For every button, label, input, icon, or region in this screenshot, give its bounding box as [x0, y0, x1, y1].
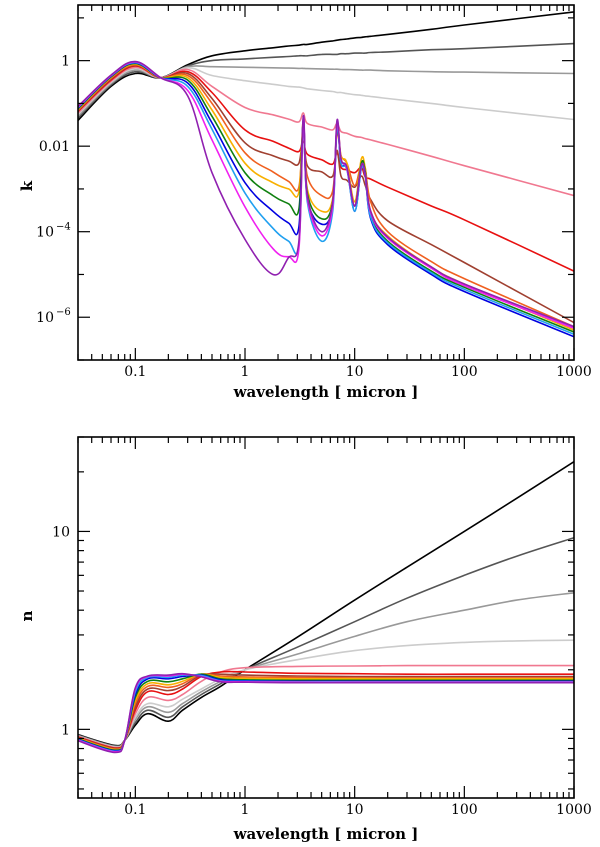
y-tick-label: 1 — [61, 54, 70, 70]
x-tick-label: 1 — [241, 364, 250, 380]
series-group — [78, 461, 574, 754]
series-line-8 — [78, 63, 574, 331]
series-line-3 — [78, 639, 574, 748]
x-tick-label: 1000 — [556, 802, 592, 818]
plot-frame — [77, 4, 575, 361]
y-tick-exponent: −4 — [56, 222, 71, 233]
x-axis-label: wavelength [ micron ] — [233, 383, 419, 401]
n-panel: n wavelength [ micron ] 0.1 1 10 100 1000 1 10 — [18, 436, 592, 843]
k-panel: k wavelength [ micron ] 0.1 1 10 100 1000 1 0.… — [18, 4, 592, 401]
series-line-6 — [78, 64, 574, 324]
y-axis-label: n — [18, 610, 36, 621]
series-line-7 — [78, 63, 574, 328]
y-tick-exponent: −6 — [56, 307, 71, 318]
series-line-11 — [78, 674, 574, 753]
series-line-5 — [78, 65, 574, 272]
series-line-4 — [78, 66, 574, 197]
y-tick-label: 10 — [36, 225, 54, 241]
x-tick-label: 0.1 — [124, 364, 146, 380]
series-line-1 — [78, 42, 574, 119]
x-tick-label: 10 — [346, 364, 364, 380]
series-line-3 — [78, 66, 574, 121]
y-tick-label: 0.01 — [39, 139, 70, 155]
plot-frame — [77, 436, 575, 799]
series-line-0 — [78, 11, 574, 121]
series-line-13 — [78, 60, 574, 328]
x-tick-label: 1 — [241, 802, 250, 818]
x-tick-label: 100 — [451, 802, 478, 818]
series-line-12 — [78, 61, 574, 330]
x-axis-label: wavelength [ micron ] — [233, 825, 419, 843]
x-tick-label: 100 — [451, 364, 478, 380]
series-line-2 — [78, 65, 574, 117]
series-line-13 — [78, 672, 574, 754]
x-tick-label: 10 — [346, 802, 364, 818]
y-tick-label: 10 — [36, 310, 54, 326]
x-tick-label: 1000 — [556, 364, 592, 380]
series-group — [78, 11, 574, 338]
y-tick-label: 10 — [52, 524, 70, 540]
series-line-10 — [78, 674, 574, 752]
series-line-2 — [78, 592, 574, 748]
y-axis-label: k — [18, 180, 36, 191]
series-line-10 — [78, 62, 574, 338]
series-line-11 — [78, 61, 574, 336]
x-tick-label: 0.1 — [124, 802, 146, 818]
y-tick-label: 1 — [61, 722, 70, 738]
